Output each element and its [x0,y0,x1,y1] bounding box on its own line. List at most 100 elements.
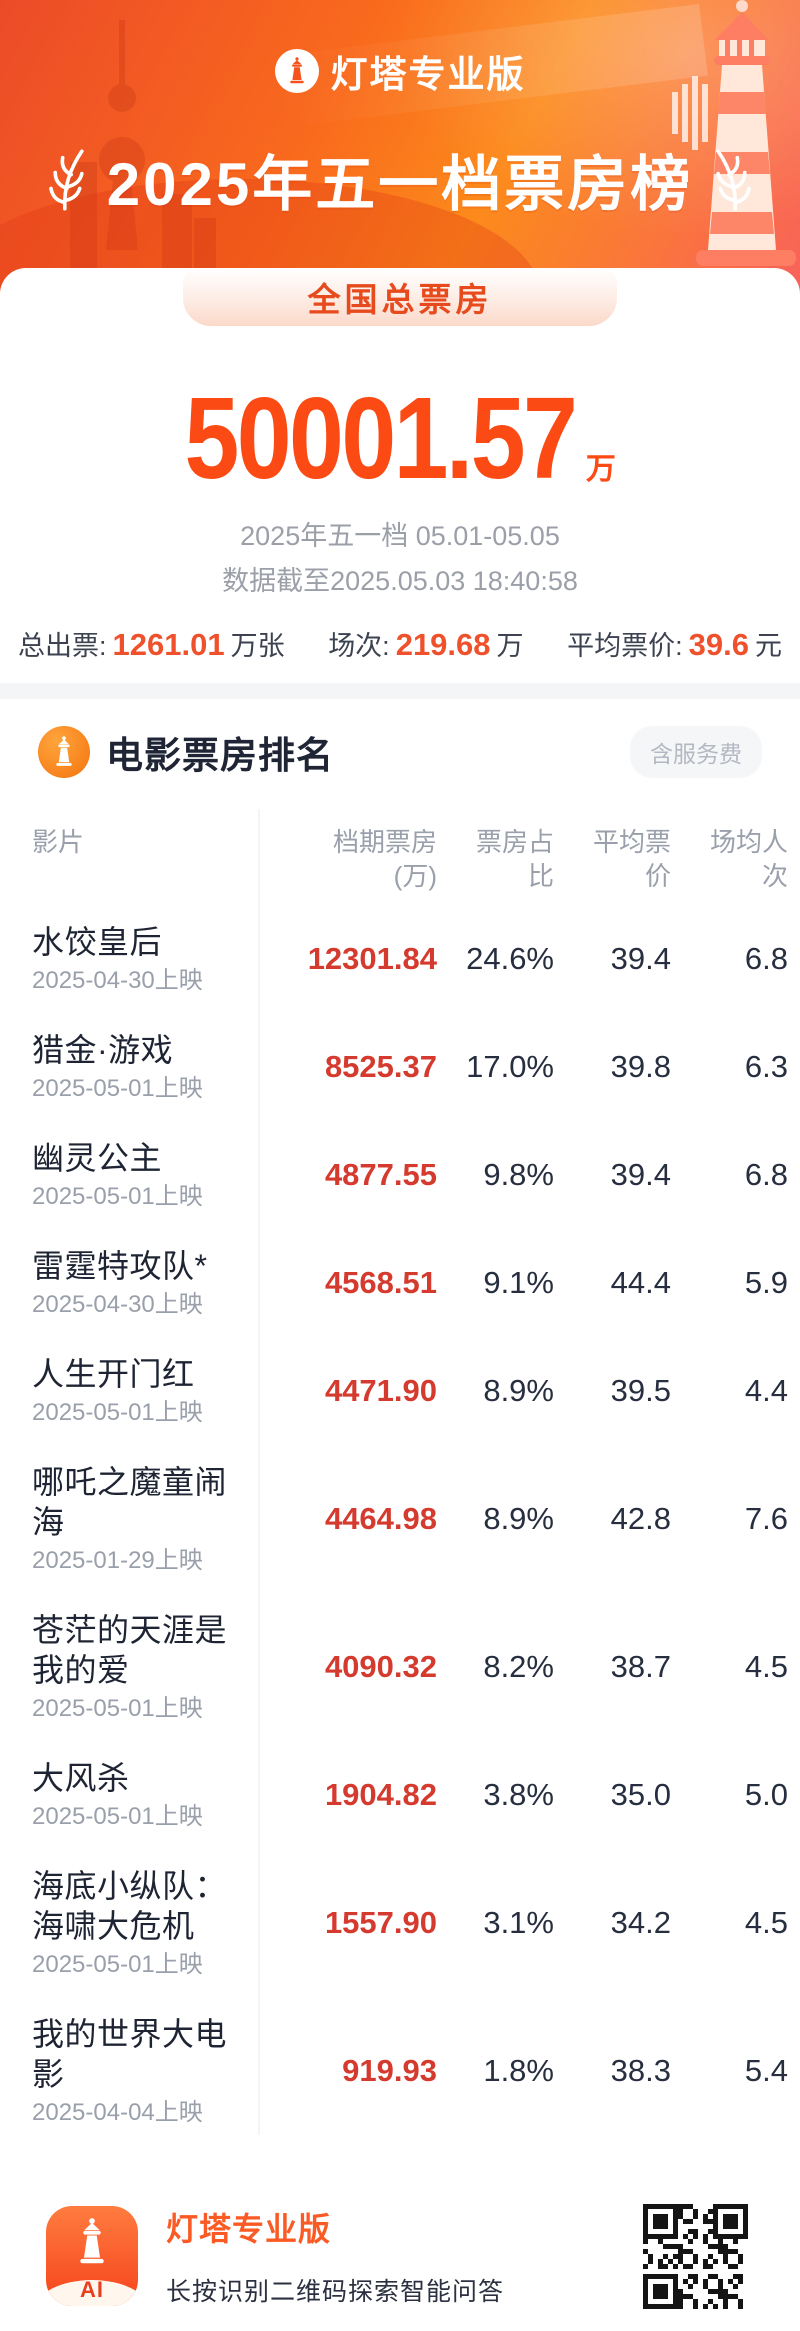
movie-cell: 水饺皇后 2025-04-30上映 [32,922,262,996]
movie-box-office: 4471.90 [324,1373,437,1408]
stat-tickets: 总出票: 1261.01 万张 [18,624,285,663]
total-box-office-unit: 万 [585,453,616,486]
column-header-avg-attendance: 场均人 次 [709,827,788,891]
movie-avg-attendance: 6.3 [744,1049,788,1084]
table-row: 雷霆特攻队* 2025-04-30上映 4568.51 9.1% 44.4 5.… [32,1229,788,1337]
movie-release-date: 2025-05-01上映 [32,1075,203,1102]
movie-avg-price: 42.8 [610,1501,671,1536]
movie-title: 水饺皇后 [32,924,163,960]
movie-title: 海底小纵队：海啸大危机 [32,1868,228,1944]
movie-release-date: 2025-04-30上映 [32,967,203,994]
movie-avg-attendance: 6.8 [744,1157,788,1192]
national-total-badge: 全国总票房 [183,268,617,326]
movie-box-office: 1557.90 [324,1905,437,1940]
stat-unit: 万 [496,631,524,661]
laurel-left-icon [48,148,84,211]
movie-release-date: 2025-05-01上映 [32,1803,203,1830]
movie-title: 苍茫的天涯是我的爱 [32,1612,228,1688]
table-row: 海底小纵队：海啸大危机 2025-05-01上映 1557.90 3.1% 34… [32,1849,788,1997]
ai-label: AI [80,2277,104,2302]
movie-box-office: 4464.98 [324,1501,437,1536]
table-row: 苍茫的天涯是我的爱 2025-05-01上映 4090.32 8.2% 38.7… [32,1593,788,1741]
movie-box-office: 4877.55 [324,1157,437,1192]
stat-screenings: 场次: 219.68 万 [328,624,523,663]
movie-avg-attendance: 4.5 [744,1649,788,1684]
hero-banner: 灯塔专业版 2025年五一档票房榜 [0,0,800,294]
movie-share: 9.1% [483,1265,554,1300]
movie-share: 24.6% [466,941,554,976]
beacon-lighthouse-section-icon [38,726,90,778]
stat-label: 场次: [328,631,390,661]
movie-avg-attendance: 5.4 [744,2053,788,2088]
movie-title: 幽灵公主 [32,1140,163,1176]
stat-label: 平均票价: [567,631,683,661]
table-row: 猎金·游戏 2025-05-01上映 8525.37 17.0% 39.8 6.… [32,1013,788,1121]
column-header-film: 影片 [32,827,85,857]
movie-box-office: 1904.82 [324,1777,437,1812]
table-row: 人生开门红 2025-05-01上映 4471.90 8.9% 39.5 4.4 [32,1337,788,1445]
footer-caption: 长按识别二维码探索智能问答 [166,2278,505,2306]
movie-title: 雷霆特攻队* [32,1248,208,1284]
movie-title: 猎金·游戏 [32,1032,174,1068]
app-name: 灯塔专业版 [330,54,526,95]
movie-box-office: 4090.32 [324,1649,437,1684]
movie-cell: 幽灵公主 2025-05-01上映 [32,1138,262,1212]
movie-share: 8.9% [483,1501,554,1536]
movie-avg-attendance: 7.6 [744,1501,788,1536]
national-total-badge-label: 全国总票房 [307,281,493,318]
movie-release-date: 2025-05-01上映 [32,1399,203,1426]
movie-cell: 雷霆特攻队* 2025-04-30上映 [32,1246,262,1320]
stat-value: 1261.01 [112,627,225,662]
movie-cell: 大风杀 2025-05-01上映 [32,1758,262,1832]
movie-box-office: 8525.37 [324,1049,437,1084]
movie-avg-attendance: 4.4 [744,1373,788,1408]
stat-avg-price: 平均票价: 39.6 元 [567,624,782,663]
movie-box-office: 4568.51 [324,1265,437,1300]
movie-box-office: 919.93 [342,2053,437,2088]
movie-release-date: 2025-04-30上映 [32,1291,203,1318]
movie-box-office: 12301.84 [307,941,437,976]
table-row: 我的世界大电影 2025-04-04上映 919.93 1.8% 38.3 5.… [32,1997,788,2145]
movie-release-date: 2025-05-01上映 [32,1183,203,1210]
movie-share: 1.8% [483,2053,554,2088]
service-fee-badge: 含服务费 [630,726,762,778]
footer-text-block: 灯塔专业版 长按识别二维码探索智能问答 [166,2204,504,2308]
movie-avg-price: 38.7 [610,1649,671,1684]
movie-share: 3.1% [483,1905,554,1940]
page-title: 2025年五一档票房榜 [106,151,694,218]
movie-avg-attendance: 5.0 [744,1777,788,1812]
ranking-section-title: 电影票房排名 [106,735,334,776]
movie-avg-price: 39.5 [610,1373,671,1408]
table-row: 水饺皇后 2025-04-30上映 12301.84 24.6% 39.4 6.… [32,905,788,1013]
movie-title: 我的世界大电影 [32,2016,228,2092]
ranking-table-body: 水饺皇后 2025-04-30上映 12301.84 24.6% 39.4 6.… [32,905,788,2145]
movie-cell: 人生开门红 2025-05-01上映 [32,1354,262,1428]
movie-avg-price: 34.2 [610,1905,671,1940]
movie-cell: 猎金·游戏 2025-05-01上映 [32,1030,262,1104]
movie-share: 8.2% [483,1649,554,1684]
movie-cell: 海底小纵队：海啸大危机 2025-05-01上映 [32,1866,262,1980]
app-logo-row: 灯塔专业版 [0,0,800,98]
table-row: 幽灵公主 2025-05-01上映 4877.55 9.8% 39.4 6.8 [32,1121,788,1229]
movie-share: 9.8% [483,1157,554,1192]
qr-code[interactable] [643,2203,748,2309]
period-label: 2025年五一档 05.01-05.05 [240,521,560,551]
ranking-section-header: 电影票房排名 含服务费 [0,699,800,801]
movie-avg-attendance: 4.5 [744,1905,788,1940]
movie-avg-price: 38.3 [610,2053,671,2088]
stat-value: 39.6 [688,627,749,662]
movie-avg-price: 39.4 [610,941,671,976]
movie-release-date: 2025-05-01上映 [32,1951,203,1978]
stat-unit: 万张 [230,631,285,661]
movie-title: 大风杀 [32,1760,130,1796]
stat-label: 总出票: [18,631,107,661]
beacon-lighthouse-logo-icon [274,49,319,93]
ranking-table: 影片 档期票房 (万) 票房占 比 平均票 价 场均人 次 水饺皇后 2025-… [0,801,800,2145]
movie-avg-price: 44.4 [610,1265,671,1300]
beacon-app-icon: AI [46,2206,138,2306]
hero-title-row: 2025年五一档票房榜 [0,136,800,223]
movie-title: 人生开门红 [32,1356,195,1392]
movie-avg-price: 39.8 [610,1049,671,1084]
movie-title: 哪吒之魔童闹海 [32,1464,228,1540]
section-divider [0,683,800,699]
